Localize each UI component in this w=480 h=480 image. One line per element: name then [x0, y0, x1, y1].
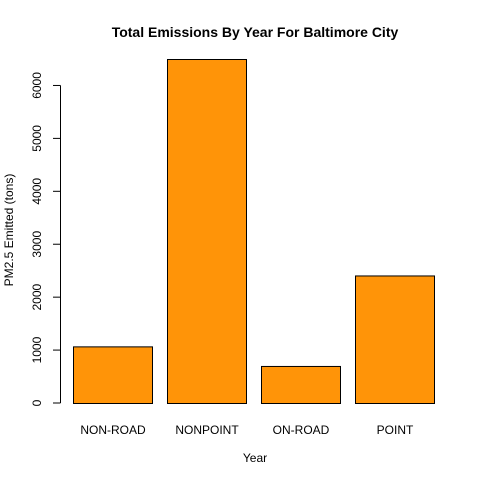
- y-tick-label: 4000: [30, 178, 44, 205]
- bar-nonpoint: [167, 59, 247, 404]
- y-axis: 0 1000 2000 3000 4000 5000 6000: [30, 72, 61, 406]
- y-tick-label: 0: [30, 399, 44, 406]
- x-tick-label-nonpoint: NONPOINT: [175, 423, 239, 437]
- y-tick-label: 6000: [30, 72, 44, 99]
- x-tick-label-non-road: NON-ROAD: [80, 423, 146, 437]
- y-tick-label: 3000: [30, 231, 44, 258]
- x-tick-label-point: POINT: [377, 423, 414, 437]
- bars-group: [73, 59, 435, 405]
- y-tick-label: 5000: [30, 125, 44, 152]
- y-tick-label: 1000: [30, 336, 44, 363]
- x-axis-label: Year: [243, 451, 267, 465]
- y-tick-label: 2000: [30, 283, 44, 310]
- y-axis-label: PM2.5 Emitted (tons): [2, 174, 16, 287]
- x-tick-label-on-road: ON-ROAD: [273, 423, 330, 437]
- bar-on-road: [261, 365, 341, 405]
- bar-point: [355, 275, 435, 404]
- bar-non-road: [73, 346, 153, 405]
- chart-title: Total Emissions By Year For Baltimore Ci…: [112, 24, 399, 40]
- x-axis-tick-labels: NON-ROAD NONPOINT ON-ROAD POINT: [80, 423, 414, 437]
